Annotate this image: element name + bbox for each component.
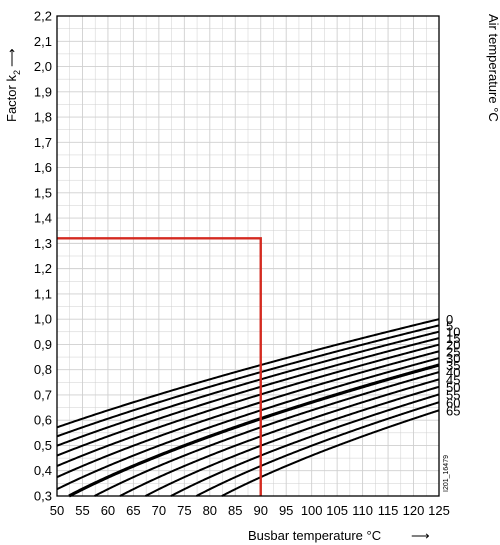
air-temp-label-25: 25 [446, 344, 460, 359]
y-tick-label: 0,7 [34, 387, 52, 402]
plot-frame [56, 15, 440, 497]
curve-air-45 [119, 378, 440, 497]
x-tick-label: 125 [428, 503, 450, 518]
reference-code: I201_16479 [443, 455, 450, 492]
y-tick-label: 0,4 [34, 463, 52, 478]
curve-air-35 [68, 363, 440, 498]
curve-air-50 [144, 385, 440, 497]
y-tick-label: 1,2 [34, 261, 52, 276]
right-axis-label: Air temperature °C [486, 14, 500, 122]
x-tick-label: 90 [253, 503, 267, 518]
y-tick-label: 1,8 [34, 110, 52, 125]
air-temp-label-60: 60 [446, 395, 460, 410]
air-temp-label-20: 20 [446, 338, 460, 353]
air-temp-label-10: 10 [446, 325, 460, 340]
y-tick-label: 1,9 [34, 84, 52, 99]
y-tick-label: 1,5 [34, 185, 52, 200]
air-temp-label-15: 15 [446, 331, 460, 346]
y-axis-label: Factor k2⟶ [4, 48, 22, 122]
air-temp-label-55: 55 [446, 387, 460, 402]
y-tick-label: 1,1 [34, 286, 52, 301]
x-tick-label: 75 [177, 503, 191, 518]
curve-air-15 [56, 337, 440, 457]
curve-air-10 [56, 330, 440, 447]
y-tick-labels: 2,2 2,1 2,0 1,9 1,8 1,7 1,6 1,5 1,4 1,3 1,2 1,1 1,0 0… [34, 9, 52, 504]
y-tick-label: 0,9 [34, 337, 52, 352]
y-tick-label: 2,1 [34, 34, 52, 49]
x-tick-label: 105 [326, 503, 348, 518]
air-temp-label-5: 5 [446, 318, 453, 333]
curve-air-20 [56, 343, 440, 467]
x-tick-label: 50 [50, 503, 64, 518]
curve-air-5 [56, 324, 440, 438]
y-tick-label: 0,3 [34, 489, 52, 504]
air-temp-label-35: 35 [446, 358, 460, 373]
y-tick-label: 2,2 [34, 9, 52, 24]
y-tick-label: 1,4 [34, 211, 52, 226]
y-tick-label: 0,5 [34, 438, 52, 453]
air-temp-label-45: 45 [446, 372, 460, 387]
x-tick-label: 80 [203, 503, 217, 518]
x-tick-label: 115 [378, 503, 399, 518]
air-temp-label-40: 40 [446, 365, 460, 380]
curves [56, 318, 440, 498]
x-tick-label: 120 [403, 503, 425, 518]
x-axis-arrow: ⟶ [411, 528, 430, 543]
curve-air-25 [56, 350, 440, 479]
curve-air-40 [94, 371, 440, 497]
x-tick-label: 60 [101, 503, 115, 518]
x-tick-label: 55 [75, 503, 89, 518]
y-tick-label: 1,6 [34, 160, 52, 175]
curve-air-65 [221, 409, 440, 497]
example-lines [57, 237, 262, 496]
x-tick-label: 95 [279, 503, 293, 518]
y-tick-label: 0,6 [34, 413, 52, 428]
curve-air-55 [170, 393, 440, 497]
y-tick-label: 1,3 [34, 236, 52, 251]
curve-air-30 [56, 357, 440, 491]
x-axis-label: Busbar temperature °C [248, 528, 381, 543]
air-temp-label-30: 30 [446, 351, 460, 366]
curve-air-0 [56, 318, 440, 429]
x-tick-labels: 50 55 60 65 70 75 80 85 90 95 100 105 110 115 120 125 [50, 503, 450, 518]
y-tick-label: 1,0 [34, 312, 52, 327]
x-tick-label: 100 [301, 503, 323, 518]
curve-air-60 [195, 401, 440, 497]
grid [56, 15, 440, 497]
x-tick-label: 70 [152, 503, 166, 518]
air-temp-label-0: 0 [446, 312, 453, 327]
x-tick-label: 110 [352, 503, 373, 518]
x-tick-label: 85 [228, 503, 242, 518]
example-line [57, 237, 262, 496]
y-tick-label: 2,0 [34, 59, 52, 74]
air-temp-label-50: 50 [446, 380, 460, 395]
x-tick-label: 65 [126, 503, 140, 518]
air-temp-label-65: 65 [446, 403, 460, 418]
y-tick-label: 1,7 [34, 135, 52, 150]
y-tick-label: 0,8 [34, 362, 52, 377]
